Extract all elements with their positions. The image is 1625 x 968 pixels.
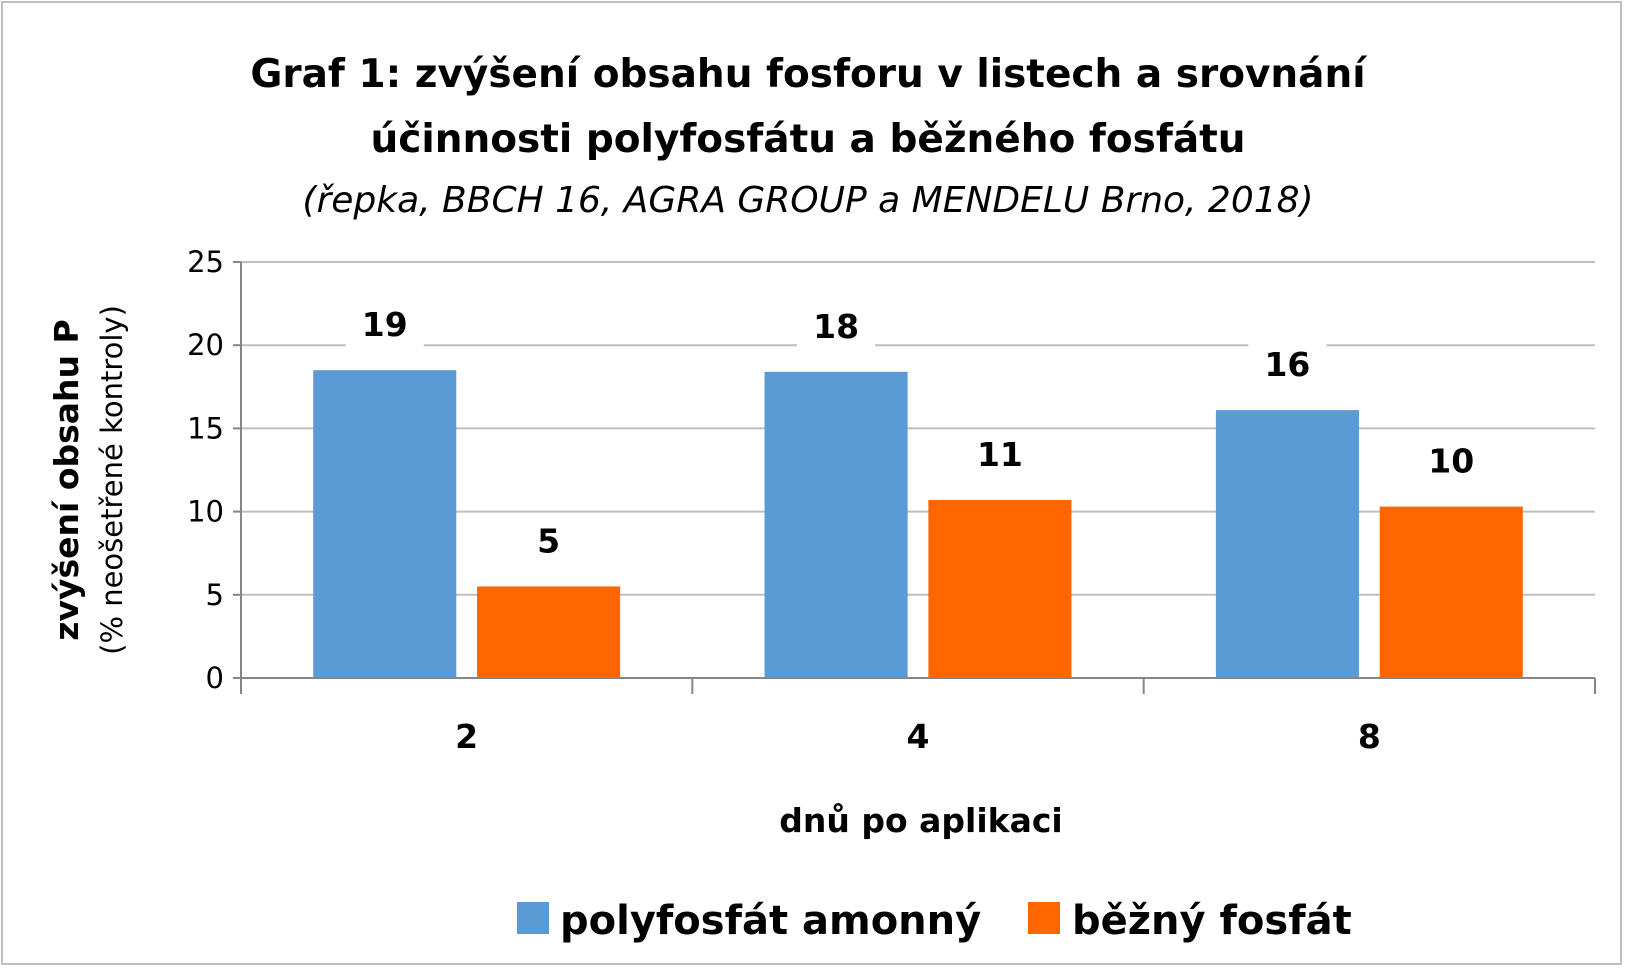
chart-title-line2: účinnosti polyfosfátu a běžného fosfátu <box>370 117 1245 162</box>
data-label-bg <box>1248 342 1327 389</box>
gridlines <box>241 261 1595 596</box>
data-label-bg <box>345 302 424 349</box>
legend-label-bezny-fosfat: běžný fosfát <box>1072 898 1352 944</box>
data-label-bg <box>522 518 575 565</box>
data-label-2-0: 16 <box>1264 345 1310 384</box>
data-label-1-1: 11 <box>977 435 1023 474</box>
y-tick-label: 25 <box>187 245 224 279</box>
y-tick-label: 10 <box>187 495 224 529</box>
bar-1-1 <box>928 499 1072 678</box>
chart-subtitle: (řepka, BBCH 16, AGRA GROUP a MENDELU Br… <box>302 180 1313 221</box>
bar-1-0 <box>764 371 908 678</box>
x-axis-categories: 2 4 8 <box>455 717 1381 756</box>
data-label-2-1: 10 <box>1428 442 1474 481</box>
bars: 19 5 18 11 16 10 <box>313 302 1523 678</box>
bar-0-0 <box>313 370 457 678</box>
y-axis-title: zvýšení obsahu P <box>47 319 86 640</box>
data-label-1-0: 18 <box>813 307 859 346</box>
y-tick-label: 0 <box>206 661 224 695</box>
y-tick-label: 20 <box>187 328 224 362</box>
bar-2-0 <box>1215 410 1359 678</box>
bar-0-1 <box>477 586 621 678</box>
chart-title-line1: Graf 1: zvýšení obsahu fosforu v listech… <box>250 52 1368 97</box>
data-label-bg <box>1412 438 1491 485</box>
y-axis-ticks: 0 5 10 15 20 25 <box>187 245 241 695</box>
y-tick-label: 15 <box>187 411 224 445</box>
bar-2-1 <box>1379 506 1523 678</box>
x-category-label: 4 <box>907 717 930 756</box>
data-label-0-0: 19 <box>362 305 408 344</box>
y-axis-subtitle: (% neošetřené kontroly) <box>95 305 129 655</box>
data-label-0-1: 5 <box>537 521 560 560</box>
legend: polyfosfát amonný běžný fosfát <box>517 898 1352 944</box>
y-tick-label: 5 <box>206 578 224 612</box>
axes <box>240 262 1596 694</box>
x-category-label: 2 <box>455 717 478 756</box>
x-axis-title: dnů po aplikaci <box>779 801 1062 840</box>
data-label-bg <box>960 431 1039 478</box>
legend-swatch-bezny-fosfat <box>1028 902 1060 934</box>
x-category-label: 8 <box>1358 717 1381 756</box>
legend-label-polyfosfat: polyfosfát amonný <box>560 898 981 944</box>
data-label-bg <box>797 303 876 350</box>
legend-swatch-polyfosfat <box>517 902 549 934</box>
